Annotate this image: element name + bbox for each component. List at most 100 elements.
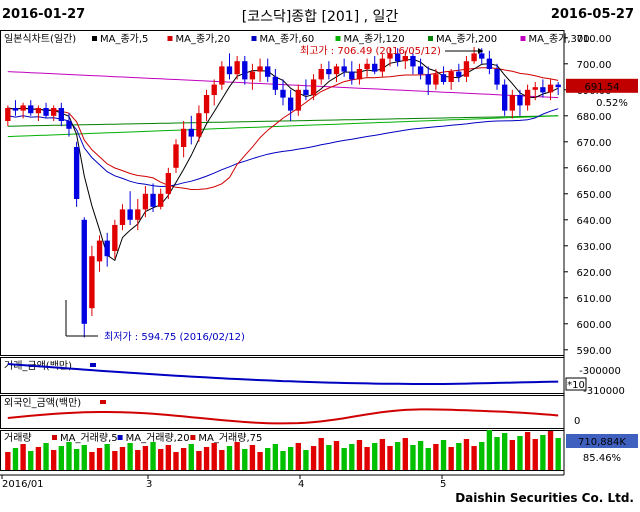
candle-body[interactable] [387, 53, 393, 59]
volume-bar[interactable] [219, 450, 225, 470]
candle-body[interactable] [249, 71, 256, 80]
volume-bar[interactable] [96, 448, 103, 470]
volume-bar[interactable] [524, 432, 531, 470]
volume-bar[interactable] [471, 446, 477, 470]
candle-body[interactable] [51, 108, 57, 116]
candle-body[interactable] [341, 66, 347, 72]
candle-body[interactable] [280, 89, 286, 98]
candle-body[interactable] [104, 240, 110, 257]
candle-body[interactable] [471, 53, 477, 62]
candle-body[interactable] [440, 74, 447, 82]
candle-body[interactable] [402, 56, 408, 62]
volume-bar[interactable] [196, 451, 202, 470]
volume-bar[interactable] [410, 445, 416, 470]
volume-bar[interactable] [364, 447, 370, 470]
volume-bar[interactable] [333, 441, 340, 470]
volume-bar[interactable] [35, 447, 42, 470]
volume-bar[interactable] [425, 448, 431, 470]
volume-bar[interactable] [326, 445, 332, 470]
volume-bar[interactable] [58, 446, 65, 470]
candle-body[interactable] [555, 84, 561, 88]
volume-bar[interactable] [356, 440, 363, 470]
candle-body[interactable] [43, 108, 49, 116]
volume-bar[interactable] [119, 447, 126, 470]
candle-body[interactable] [35, 108, 42, 114]
volume-bar[interactable] [295, 443, 301, 470]
candle-body[interactable] [219, 66, 225, 85]
volume-bar[interactable] [66, 442, 72, 470]
volume-bar[interactable] [180, 448, 187, 470]
candle-body[interactable] [196, 113, 202, 137]
volume-bar[interactable] [532, 439, 538, 470]
candle-body[interactable] [479, 53, 485, 59]
candle-body[interactable] [257, 66, 263, 72]
candle-body[interactable] [356, 69, 363, 80]
volume-bar[interactable] [402, 438, 408, 470]
candle-body[interactable] [287, 97, 294, 111]
candle-body[interactable] [203, 95, 210, 114]
candle-body[interactable] [5, 108, 11, 121]
candle-body[interactable] [135, 209, 141, 220]
candle-body[interactable] [173, 144, 179, 168]
candle-body[interactable] [433, 74, 439, 85]
volume-bar[interactable] [173, 452, 179, 470]
volume-bar[interactable] [494, 437, 500, 470]
candle-body[interactable] [66, 121, 72, 129]
candle-body[interactable] [318, 69, 324, 80]
candle-body[interactable] [58, 108, 65, 121]
candle-body[interactable] [81, 219, 87, 324]
volume-bar[interactable] [28, 451, 34, 470]
candle-body[interactable] [272, 76, 279, 90]
volume-bar[interactable] [394, 442, 401, 470]
volume-bar[interactable] [135, 450, 141, 470]
volume-bar[interactable] [242, 449, 248, 470]
volume-bar[interactable] [12, 448, 19, 470]
volume-bar[interactable] [158, 449, 164, 470]
candle-body[interactable] [456, 71, 462, 77]
candle-body[interactable] [326, 69, 332, 75]
candle-body[interactable] [165, 173, 172, 194]
candle-body[interactable] [150, 193, 156, 207]
candle-body[interactable] [410, 56, 416, 67]
candle-body[interactable] [226, 66, 233, 75]
volume-bar[interactable] [456, 443, 462, 470]
candle-body[interactable] [540, 87, 546, 93]
candle-body[interactable] [494, 69, 500, 85]
candle-body[interactable] [532, 87, 538, 90]
candle-body[interactable] [12, 108, 19, 111]
volume-bar[interactable] [127, 443, 133, 470]
candle-body[interactable] [303, 89, 309, 95]
candle-body[interactable] [364, 63, 370, 69]
volume-bar[interactable] [517, 436, 523, 470]
candle-body[interactable] [517, 95, 523, 106]
volume-bar[interactable] [440, 440, 447, 470]
volume-bar[interactable] [265, 448, 271, 470]
volume-bar[interactable] [509, 440, 515, 470]
volume-bar[interactable] [89, 452, 95, 470]
candle-body[interactable] [119, 209, 126, 225]
volume-bar[interactable] [73, 449, 80, 470]
candle-body[interactable] [417, 66, 424, 75]
volume-bar[interactable] [540, 435, 546, 470]
candle-body[interactable] [96, 240, 103, 262]
candle-body[interactable] [295, 89, 301, 111]
candle-body[interactable] [127, 209, 133, 220]
candle-body[interactable] [486, 58, 493, 69]
volume-bar[interactable] [43, 443, 49, 470]
volume-bar[interactable] [318, 438, 324, 470]
volume-bar[interactable] [341, 448, 347, 470]
candle-body[interactable] [188, 128, 194, 137]
volume-bar[interactable] [501, 433, 508, 470]
volume-bar[interactable] [142, 446, 149, 470]
volume-bar[interactable] [81, 445, 87, 470]
candle-body[interactable] [425, 74, 431, 85]
candle-body[interactable] [234, 61, 240, 75]
volume-bar[interactable] [203, 447, 210, 470]
volume-bar[interactable] [448, 447, 454, 470]
candle-body[interactable] [142, 193, 149, 210]
candle-body[interactable] [265, 66, 271, 77]
volume-bar[interactable] [372, 443, 378, 470]
volume-bar[interactable] [272, 444, 279, 470]
candle-body[interactable] [524, 89, 531, 106]
volume-bar[interactable] [303, 450, 309, 470]
